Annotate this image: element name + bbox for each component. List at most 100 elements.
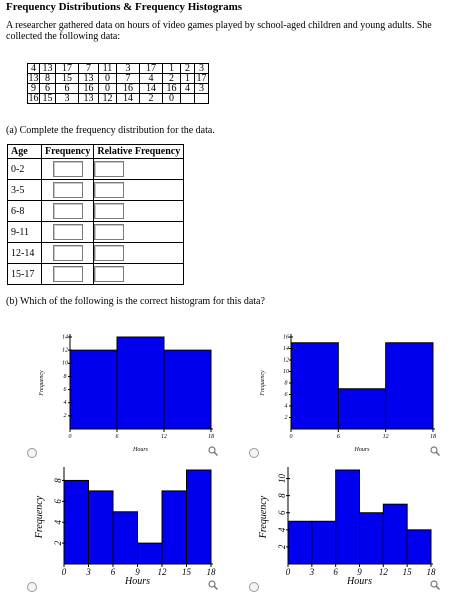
y-tick-label: 12 (283, 357, 289, 363)
option-d-radio[interactable] (249, 582, 259, 592)
data-cell: 0 (98, 73, 117, 84)
frequency-input[interactable] (52, 161, 83, 177)
magnify-icon[interactable] (430, 580, 440, 590)
relative-frequency-header: Relative Frequency (93, 144, 185, 159)
x-tick-label: 15 (182, 567, 192, 577)
histogram-bar (290, 342, 339, 430)
data-cell: 0 (98, 83, 117, 94)
histogram-bar (335, 469, 360, 565)
y-axis-label: Frequency (34, 495, 45, 539)
frequency-table: Age Frequency Relative Frequency 0-2 3-5 6… (7, 144, 185, 285)
y-tick-label: 6 (53, 499, 63, 504)
y-tick-label: 2 (277, 544, 287, 549)
relative-frequency-cell (93, 179, 185, 201)
x-axis-label: Hours (353, 447, 370, 453)
frequency-header: Frequency (40, 144, 95, 159)
data-cell: 14 (139, 83, 163, 94)
histogram-bar (88, 490, 114, 565)
data-cell: 7 (116, 73, 140, 84)
data-cell: 6 (39, 83, 56, 94)
option-c-radio[interactable] (27, 582, 37, 592)
y-tick-label: 10 (62, 361, 68, 367)
magnify-icon[interactable] (208, 446, 218, 456)
x-axis-label: Hours (132, 447, 149, 453)
histogram-bar (385, 342, 434, 430)
frequency-input[interactable] (52, 245, 83, 261)
age-class-label: 9-11 (7, 221, 42, 243)
data-cell: 17 (194, 73, 209, 84)
x-tick-label: 18 (208, 434, 214, 440)
y-tick-label: 14 (62, 333, 68, 340)
x-tick-label: 6 (116, 434, 119, 440)
relative-frequency-cell (93, 200, 185, 222)
table-row: 0-2 (7, 158, 185, 180)
data-cell: 8 (39, 73, 56, 84)
magnify-icon[interactable] (430, 446, 440, 456)
data-cell: 13 (39, 63, 56, 74)
histogram-bar (112, 511, 138, 565)
data-cell: 17 (55, 63, 79, 74)
age-class-label: 3-5 (7, 179, 42, 201)
data-cell: 3 (116, 63, 140, 74)
data-cell: 15 (55, 73, 79, 84)
data-cell: 1 (180, 73, 195, 84)
data-cell (194, 93, 209, 104)
y-tick-label: 12 (62, 348, 68, 354)
relative-frequency-input[interactable] (94, 224, 125, 240)
y-tick-label: 10 (277, 474, 287, 484)
frequency-cell (40, 200, 95, 222)
data-cell: 0 (162, 93, 181, 104)
y-tick-label: 4 (277, 527, 287, 532)
data-cell: 4 (139, 73, 163, 84)
frequency-cell (40, 263, 95, 285)
problem-intro: A researcher gathered data on hours of v… (6, 20, 432, 42)
data-cell: 9 (27, 83, 40, 94)
option-b-radio[interactable] (249, 448, 259, 458)
data-cell: 4 (27, 63, 40, 74)
x-tick-label: 18 (207, 567, 217, 577)
x-tick-label: 0 (286, 567, 291, 577)
data-cell: 16 (116, 83, 140, 94)
x-tick-label: 12 (158, 567, 168, 577)
age-class-label: 6-8 (7, 200, 42, 222)
relative-frequency-input[interactable] (94, 245, 125, 261)
histogram-bar (116, 336, 165, 430)
frequency-input[interactable] (52, 203, 83, 219)
x-tick-label: 6 (337, 434, 340, 440)
relative-frequency-input[interactable] (94, 266, 125, 282)
x-tick-label: 12 (383, 434, 389, 440)
magnify-icon[interactable] (208, 580, 218, 590)
frequency-input[interactable] (52, 266, 83, 282)
frequency-input[interactable] (52, 182, 83, 198)
x-tick-label: 12 (161, 434, 167, 440)
data-cell: 1 (162, 63, 181, 74)
data-cell: 13 (27, 73, 40, 84)
histogram-bar (382, 503, 408, 565)
relative-frequency-input[interactable] (94, 161, 125, 177)
histogram-bar (163, 349, 212, 430)
data-cell: 13 (78, 73, 99, 84)
table-row: 12-14 (7, 242, 185, 264)
data-cell: 2 (180, 63, 195, 74)
frequency-input[interactable] (52, 224, 83, 240)
relative-frequency-input[interactable] (94, 182, 125, 198)
histogram-bar (63, 479, 89, 565)
x-tick-label: 12 (379, 567, 389, 577)
data-cell: 3 (194, 83, 209, 94)
frequency-cell (40, 179, 95, 201)
histogram-bar (337, 388, 387, 430)
y-tick-label: 2 (285, 415, 288, 421)
y-tick-label: 6 (64, 387, 67, 393)
y-axis-label: Frequency (260, 370, 266, 397)
histogram-bar (69, 349, 118, 430)
age-class-label: 15-17 (7, 263, 42, 285)
table-row: 6-8 (7, 200, 185, 222)
y-tick-label: 14 (283, 345, 289, 352)
relative-frequency-input[interactable] (94, 203, 125, 219)
y-tick-label: 6 (277, 510, 287, 515)
histogram-bar (406, 529, 432, 565)
y-tick-label: 6 (285, 392, 288, 398)
data-cell: 13 (78, 93, 99, 104)
option-a-radio[interactable] (27, 448, 37, 458)
data-cell (180, 93, 195, 104)
